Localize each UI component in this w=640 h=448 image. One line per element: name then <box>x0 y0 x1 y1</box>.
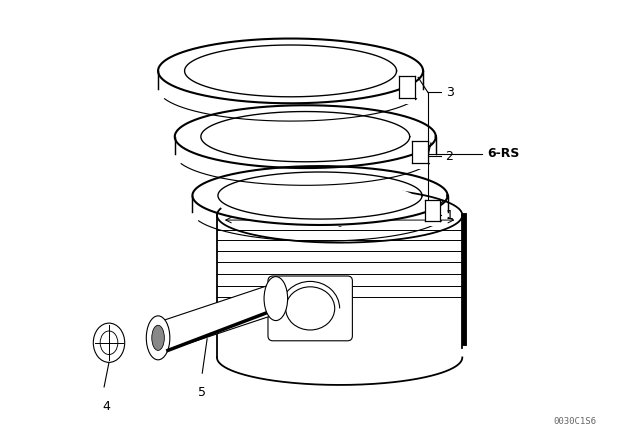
FancyBboxPatch shape <box>412 142 428 169</box>
FancyBboxPatch shape <box>424 200 440 226</box>
Text: 4: 4 <box>102 400 110 413</box>
Ellipse shape <box>152 325 164 350</box>
FancyBboxPatch shape <box>268 276 353 341</box>
Polygon shape <box>158 283 276 353</box>
Text: 5: 5 <box>198 386 206 399</box>
Text: 1: 1 <box>445 209 454 222</box>
Ellipse shape <box>93 323 125 362</box>
FancyBboxPatch shape <box>399 76 415 104</box>
Ellipse shape <box>147 316 170 360</box>
Ellipse shape <box>186 54 396 105</box>
Ellipse shape <box>264 276 287 321</box>
Ellipse shape <box>202 121 408 170</box>
Text: o: o <box>337 219 342 229</box>
Text: 3: 3 <box>445 86 454 99</box>
Text: 6-RS: 6-RS <box>487 147 519 160</box>
Text: 2: 2 <box>445 150 454 163</box>
Ellipse shape <box>220 180 420 227</box>
Text: 0030C1S6: 0030C1S6 <box>554 417 596 426</box>
